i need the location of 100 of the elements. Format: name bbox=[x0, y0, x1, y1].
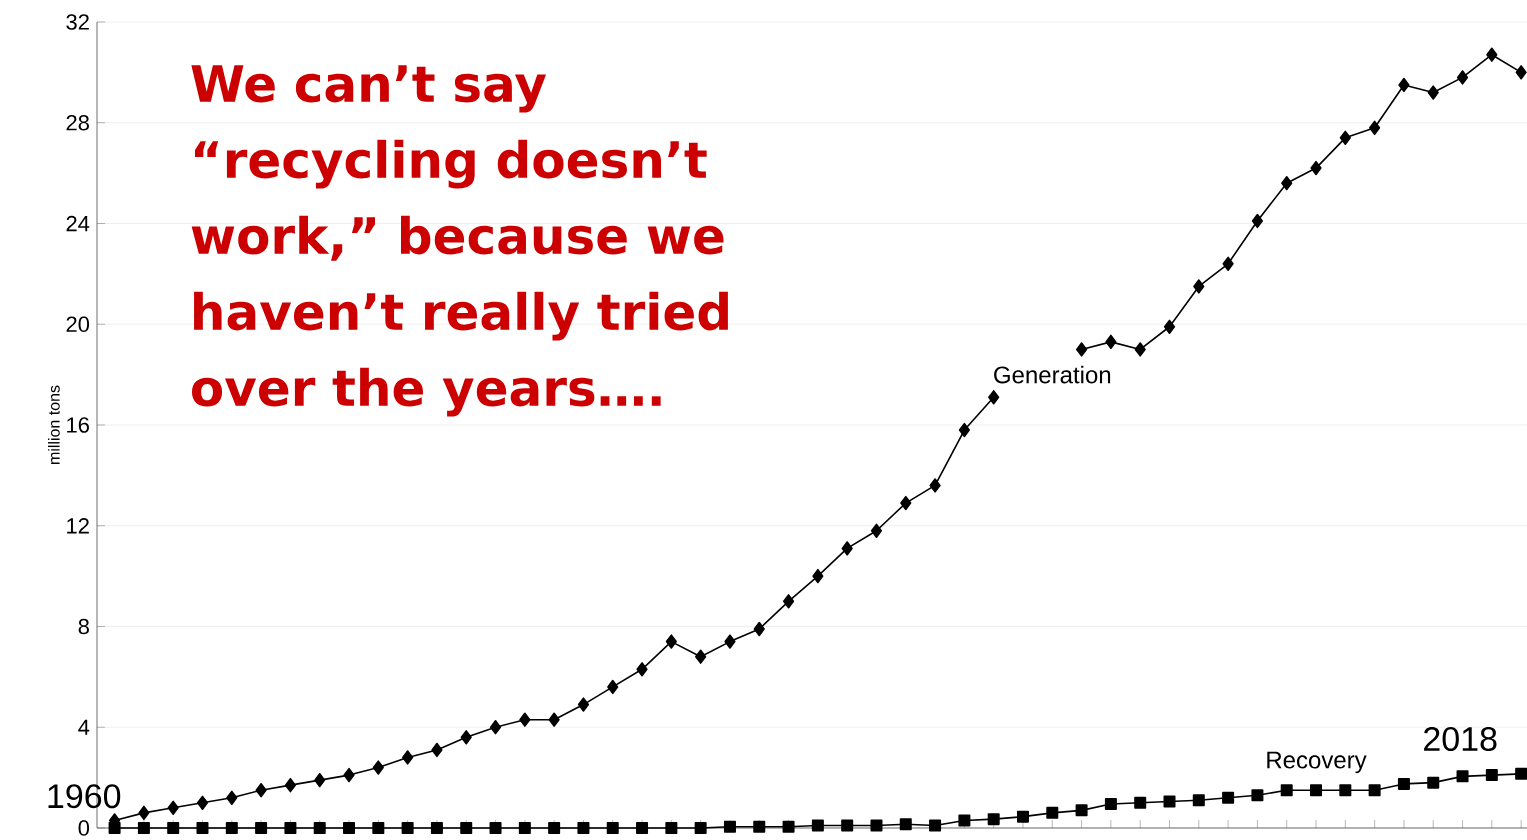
point bbox=[1486, 47, 1498, 62]
y-tick-label: 28 bbox=[66, 114, 89, 131]
point bbox=[607, 679, 619, 695]
point bbox=[1427, 85, 1439, 100]
point bbox=[255, 783, 267, 798]
point bbox=[284, 777, 297, 793]
point bbox=[900, 495, 912, 511]
point bbox=[519, 712, 531, 727]
point bbox=[988, 390, 1000, 405]
annotation: 1960 bbox=[48, 784, 121, 809]
point bbox=[1485, 769, 1498, 782]
point bbox=[196, 795, 209, 810]
point bbox=[314, 772, 326, 788]
point bbox=[548, 821, 561, 834]
point bbox=[255, 821, 268, 834]
point bbox=[138, 805, 150, 821]
point bbox=[343, 767, 355, 783]
point bbox=[196, 821, 209, 834]
annotation: We can’t say “recycling doesn’t work,” because we haven’t really tried over the years…. bbox=[191, 65, 728, 417]
point bbox=[1368, 784, 1381, 797]
point bbox=[167, 821, 180, 834]
point bbox=[1046, 806, 1059, 819]
point bbox=[1339, 784, 1352, 797]
point bbox=[1163, 795, 1176, 808]
point bbox=[812, 568, 824, 584]
point bbox=[577, 821, 590, 834]
y-tick-label: 0 bbox=[78, 820, 90, 836]
point bbox=[1456, 70, 1469, 85]
point bbox=[987, 813, 1000, 826]
point bbox=[841, 819, 854, 832]
annotation: 2018 bbox=[1424, 726, 1497, 752]
point bbox=[313, 821, 326, 834]
point bbox=[870, 819, 883, 832]
point bbox=[401, 821, 414, 834]
point bbox=[1339, 130, 1351, 146]
point bbox=[489, 720, 502, 735]
point bbox=[1369, 120, 1381, 135]
point bbox=[577, 697, 590, 712]
point bbox=[489, 821, 502, 834]
point bbox=[167, 800, 179, 816]
point bbox=[225, 821, 238, 834]
point bbox=[723, 820, 736, 833]
point bbox=[1456, 770, 1469, 783]
point bbox=[636, 662, 648, 677]
point bbox=[372, 760, 384, 775]
point bbox=[753, 820, 766, 833]
point bbox=[343, 821, 356, 834]
point bbox=[811, 819, 824, 832]
point bbox=[518, 821, 531, 834]
point bbox=[1134, 796, 1147, 809]
point bbox=[724, 634, 736, 649]
point bbox=[929, 819, 942, 832]
series-label: Recovery bbox=[1267, 751, 1367, 774]
point bbox=[1251, 789, 1264, 802]
point bbox=[1193, 279, 1205, 294]
y-tick-label: 32 bbox=[66, 14, 89, 30]
point bbox=[1192, 794, 1205, 807]
point bbox=[1076, 342, 1088, 357]
y-tick-label: 12 bbox=[67, 518, 89, 534]
point bbox=[1280, 784, 1293, 797]
point bbox=[665, 821, 678, 834]
point bbox=[1310, 160, 1322, 176]
point bbox=[284, 821, 297, 834]
point bbox=[1163, 319, 1176, 334]
point bbox=[460, 730, 472, 745]
point bbox=[226, 790, 238, 805]
y-tick-label: 24 bbox=[66, 215, 90, 232]
point bbox=[1016, 810, 1029, 823]
point bbox=[431, 742, 443, 758]
point bbox=[1281, 175, 1293, 191]
point bbox=[782, 594, 795, 609]
point bbox=[1398, 77, 1410, 93]
point bbox=[665, 634, 677, 649]
point bbox=[1222, 791, 1235, 804]
point bbox=[782, 820, 795, 833]
y-tick-label: 16 bbox=[67, 417, 89, 433]
y-tick-label: 8 bbox=[78, 618, 89, 635]
point bbox=[636, 821, 649, 834]
point bbox=[958, 422, 970, 438]
point bbox=[1310, 784, 1323, 797]
point bbox=[841, 541, 853, 556]
point bbox=[1134, 342, 1146, 357]
y-tick-label: 4 bbox=[78, 719, 90, 735]
point bbox=[1251, 213, 1264, 229]
point bbox=[372, 821, 385, 834]
point bbox=[460, 821, 473, 834]
point bbox=[1397, 777, 1410, 790]
y-axis-title: million tons bbox=[47, 385, 60, 464]
y-tick-label: 20 bbox=[66, 316, 90, 333]
point bbox=[1222, 256, 1234, 271]
point bbox=[1104, 798, 1117, 811]
point bbox=[958, 814, 971, 827]
point bbox=[929, 478, 941, 493]
point bbox=[899, 818, 912, 831]
point bbox=[430, 821, 443, 834]
point bbox=[402, 750, 414, 765]
series-label: Generation bbox=[994, 365, 1111, 384]
point bbox=[548, 712, 560, 727]
point bbox=[753, 621, 765, 637]
point bbox=[137, 821, 150, 834]
